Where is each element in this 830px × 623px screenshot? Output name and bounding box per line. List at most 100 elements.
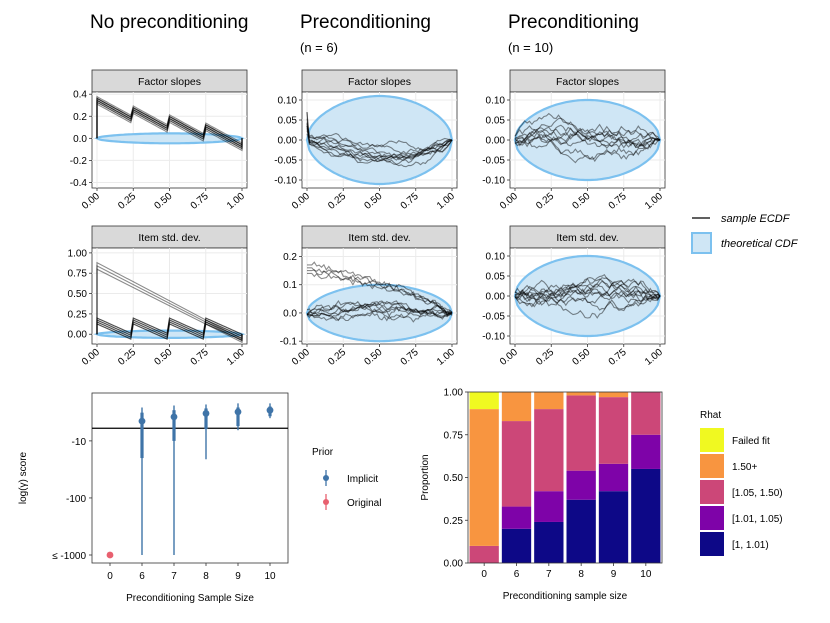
sample-ecdf-line <box>96 97 243 146</box>
sample-ecdf-line <box>514 293 661 311</box>
x-tick-label: 10 <box>640 569 652 580</box>
sample-ecdf-line <box>514 132 661 149</box>
bar-segment <box>566 470 596 500</box>
y-tick-label: 0.10 <box>486 96 506 107</box>
panel-factor-slopes-no-precond: Factor slopes 0.4 0.2 0.0 -0.2 -0.4 0.00 0.25 0.… <box>70 69 248 212</box>
theoretical-cdf-band <box>305 94 454 186</box>
x-tick-label: 0.75 <box>189 191 211 212</box>
x-tick-label: 0.25 <box>534 191 556 212</box>
sample-ecdf-line <box>514 117 661 143</box>
sample-ecdf-line <box>96 319 243 338</box>
sample-ecdf-line <box>96 268 243 344</box>
legend-key-point <box>323 499 329 505</box>
x-tick-label: 1.00 <box>225 347 247 368</box>
bar-segment <box>534 491 564 522</box>
strip-label: Item std. dev. <box>348 232 410 244</box>
sample-ecdf-line <box>306 300 453 317</box>
bar-segment <box>631 434 661 469</box>
col-title-no-precond: No preconditioning <box>90 12 248 33</box>
x-tick-label: 0.25 <box>326 347 348 368</box>
sample-ecdf-line <box>306 300 453 316</box>
sample-ecdf-line <box>514 112 661 149</box>
y-tick-label: -0.4 <box>70 178 88 189</box>
bar-segment <box>469 545 499 563</box>
sample-ecdf-line <box>96 264 243 342</box>
y-tick-label: ≤ -1000 <box>52 551 86 562</box>
y-tick-label: 0.25 <box>68 309 88 320</box>
sample-ecdf-line <box>96 101 243 150</box>
x-tick-label: 0.50 <box>152 347 174 368</box>
sample-ecdf-line <box>96 103 243 152</box>
sample-ecdf-line <box>514 125 661 148</box>
bar-segment <box>501 392 532 422</box>
median-point <box>234 408 242 416</box>
x-tick-label: 0 <box>481 569 487 580</box>
legend-label: [1, 1.01) <box>732 540 769 551</box>
sample-ecdf-line <box>96 99 243 148</box>
legend-label: [1.05, 1.50) <box>732 488 783 499</box>
sample-ecdf-line <box>306 305 453 323</box>
legend-label: 1.50+ <box>732 462 757 473</box>
x-axis-label: Preconditioning sample size <box>503 591 628 602</box>
y-tick-label: -100 <box>66 494 86 505</box>
y-tick-label: 0.00 <box>486 292 506 303</box>
col-title-precond-10: Preconditioning <box>508 12 639 33</box>
sample-ecdf-line <box>306 123 453 168</box>
bar-segment <box>631 468 661 563</box>
chart-log-gamma-score: 0 6 7 8 9 10 -10 -100 ≤ -1000 Preconditioning Sam… <box>18 392 381 604</box>
sample-ecdf-line <box>514 283 661 301</box>
sample-ecdf-line <box>306 310 453 322</box>
chart-rhat-proportion: 0.00 0.25 0.50 0.75 1.00 0 6 7 8 9 10 Preconditioni… <box>420 388 783 603</box>
x-tick-label: 0.00 <box>498 347 520 368</box>
sample-ecdf-line <box>306 130 453 152</box>
bar-segment <box>469 409 499 546</box>
strip-label: Factor slopes <box>556 76 619 88</box>
bar-segment <box>501 421 532 507</box>
legend-label-sample-ecdf: sample ECDF <box>721 213 791 225</box>
y-tick-label: 0.00 <box>278 136 298 147</box>
sample-ecdf-line <box>306 112 453 162</box>
sample-ecdf-line <box>306 125 453 157</box>
y-tick-label: 0.10 <box>278 96 298 107</box>
x-tick-label: 0.00 <box>290 191 312 212</box>
col-title-precond-6: Preconditioning <box>300 12 431 33</box>
x-tick-label: 0.00 <box>80 191 102 212</box>
median-point <box>106 551 114 559</box>
bar-segment <box>534 392 564 410</box>
y-axis-label: log(γ) score <box>18 451 29 504</box>
strip-label: Factor slopes <box>348 76 411 88</box>
x-tick-label: 1.00 <box>643 347 665 368</box>
legend-key-swatch <box>700 428 724 452</box>
y-tick-label: 1.00 <box>444 388 464 399</box>
bar-segment <box>501 528 532 563</box>
sample-ecdf-line <box>96 317 243 336</box>
sample-ecdf-line <box>96 321 243 339</box>
strip-label: Item std. dev. <box>556 232 618 244</box>
legend-key-swatch <box>700 480 724 504</box>
sample-ecdf-line <box>514 135 661 150</box>
strip-label: Factor slopes <box>138 76 201 88</box>
sample-ecdf-line <box>307 261 453 316</box>
y-tick-label: 0.05 <box>486 116 506 127</box>
bar-segment <box>598 392 629 398</box>
y-tick-label: 0.50 <box>68 289 88 300</box>
x-tick-label: 0.25 <box>326 191 348 212</box>
sample-ecdf-line <box>96 261 243 341</box>
y-tick-label: 0.2 <box>73 112 87 123</box>
y-tick-label: 0.4 <box>73 90 87 101</box>
y-tick-label: -0.1 <box>280 337 298 348</box>
panel-item-sd-precond-6: Item std. dev. 0.2 0.1 0.0 -0.10.00 0.25 0.50 0… <box>280 225 458 368</box>
y-tick-label: 0.0 <box>73 134 87 145</box>
legend-title-prior: Prior <box>312 447 334 458</box>
x-tick-label: 0.50 <box>570 347 592 368</box>
theoretical-cdf-band <box>94 132 245 145</box>
sample-ecdf-line <box>306 300 453 315</box>
sample-ecdf-line <box>307 267 453 316</box>
panel-item-sd-no-precond: Item std. dev. 1.00 0.75 0.50 0.25 0.00 0.00 0.… <box>68 225 248 368</box>
legend-key-swatch <box>700 506 724 530</box>
y-tick-label: -0.10 <box>482 332 505 343</box>
bar-segment <box>598 463 629 492</box>
y-tick-label: 0.00 <box>444 559 464 570</box>
y-tick-label: 0.00 <box>486 136 506 147</box>
bar-segment <box>534 409 564 492</box>
